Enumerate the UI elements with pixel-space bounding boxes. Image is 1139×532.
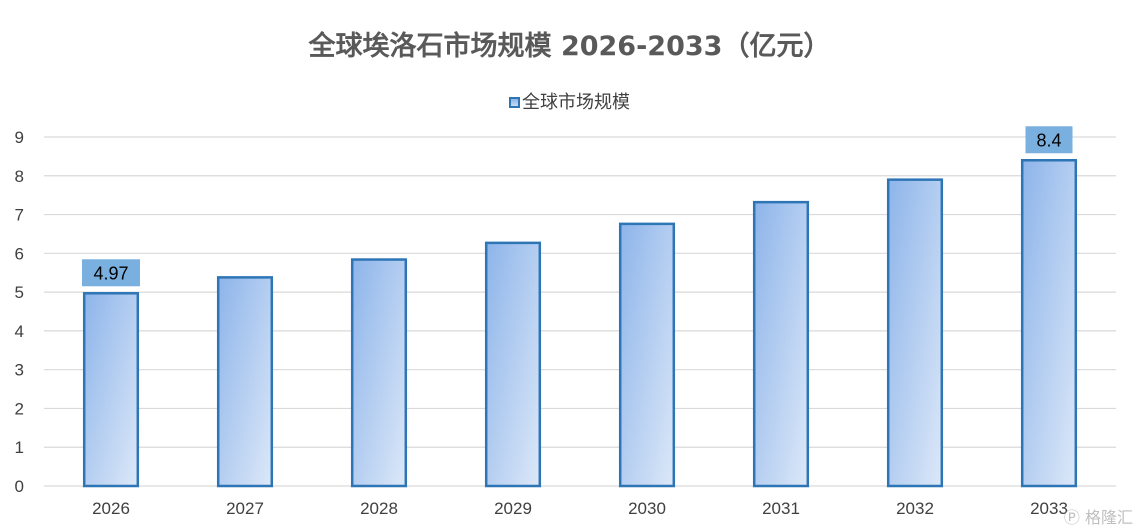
x-tick-label: 2027 (226, 499, 264, 518)
bar (1020, 159, 1078, 488)
y-tick-label: 5 (15, 283, 24, 302)
x-tick-label: 2026 (92, 499, 130, 518)
bar (350, 258, 408, 488)
chart-title: 全球埃洛石市场规模 2026-2033（亿元） (308, 31, 831, 62)
watermark: Ⓟ 格隆汇 (1064, 504, 1133, 528)
x-tick-label: 2033 (1030, 499, 1068, 518)
data-label: 4.97 (93, 263, 128, 283)
legend-label: 全球市场规模 (522, 92, 630, 113)
data-label: 8.4 (1036, 130, 1061, 150)
data-label-box (1025, 126, 1073, 154)
bar (752, 200, 810, 488)
bar (216, 276, 274, 488)
y-axis: 0 1 2 3 4 5 6 7 8 9 (15, 128, 24, 496)
y-tick-label: 6 (15, 244, 24, 263)
legend: 全球市场规模 (0, 88, 1139, 114)
y-tick-label: 1 (15, 438, 24, 457)
x-axis: 2026 2027 2028 2029 2030 2031 2032 2033 (92, 499, 1068, 518)
y-tick-label: 9 (15, 128, 24, 147)
watermark-text: 格隆汇 (1084, 508, 1133, 527)
y-tick-label: 3 (15, 361, 24, 380)
y-tick-label: 0 (15, 477, 24, 496)
bar (886, 178, 944, 488)
x-tick-label: 2031 (762, 499, 800, 518)
bar (82, 292, 140, 488)
legend-swatch (509, 97, 520, 108)
x-tick-label: 2029 (494, 499, 532, 518)
gridlines (44, 136, 1116, 487)
x-tick-label: 2030 (628, 499, 666, 518)
data-label-box (82, 259, 140, 287)
data-labels: 4.97 8.4 (82, 126, 1073, 287)
y-tick-label: 2 (15, 399, 24, 418)
bars (82, 159, 1078, 488)
x-tick-label: 2028 (360, 499, 398, 518)
bar (618, 222, 676, 488)
x-tick-label: 2032 (896, 499, 934, 518)
bar (484, 241, 542, 488)
y-tick-label: 4 (15, 322, 24, 341)
y-tick-label: 7 (15, 206, 24, 225)
y-tick-label: 8 (15, 167, 24, 186)
gelonghui-logo-icon: Ⓟ (1063, 508, 1080, 527)
